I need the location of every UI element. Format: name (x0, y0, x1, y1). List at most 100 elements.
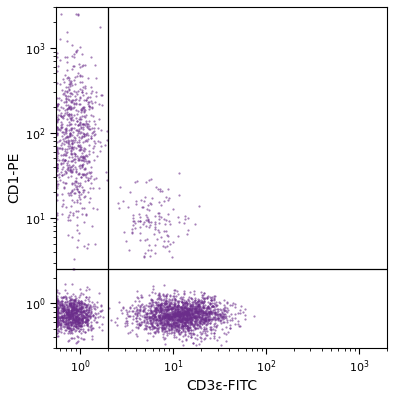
Point (65, 105, 71, 111)
Point (74, 143, 81, 149)
Point (178, 317, 185, 324)
Point (54, 103, 60, 109)
Point (67, 297, 73, 303)
Point (165, 316, 171, 322)
Point (65, 190, 71, 196)
Point (208, 297, 214, 303)
Point (54, 307, 60, 313)
Point (185, 311, 191, 317)
Point (207, 306, 214, 312)
Point (78, 309, 84, 316)
Point (54, 307, 60, 313)
Point (65, 309, 72, 315)
Point (179, 342, 186, 349)
Point (68, 301, 74, 307)
Point (205, 309, 212, 315)
Point (182, 308, 188, 315)
Point (178, 312, 184, 318)
Point (82, 178, 88, 184)
Point (64, 310, 71, 317)
Point (188, 303, 194, 310)
Point (54, 319, 60, 325)
Point (89, 105, 96, 111)
Point (69, 90, 75, 97)
Point (83, 316, 89, 322)
Point (201, 290, 207, 296)
Point (81, 113, 87, 119)
Point (55, 298, 61, 305)
Point (72, 182, 78, 188)
Point (201, 319, 207, 326)
Point (59, 313, 65, 320)
Point (78, 144, 84, 150)
Point (165, 314, 171, 321)
Point (203, 309, 210, 316)
Point (204, 304, 210, 311)
Point (59, 314, 65, 320)
Point (78, 322, 84, 329)
Point (134, 333, 140, 339)
Point (177, 330, 183, 337)
Point (65, 166, 71, 173)
Point (69, 304, 75, 310)
Point (56, 313, 63, 320)
Point (58, 140, 65, 146)
Point (76, 97, 82, 103)
Point (54, 316, 60, 322)
Point (65, 112, 71, 118)
Point (70, 316, 76, 323)
Point (76, 314, 83, 321)
Point (147, 330, 153, 336)
Point (75, 316, 81, 322)
Point (214, 322, 220, 328)
Point (132, 201, 139, 207)
Point (86, 313, 92, 319)
Point (145, 207, 152, 213)
Point (76, 300, 83, 306)
Point (99, 92, 105, 98)
Point (158, 308, 164, 314)
Point (153, 316, 160, 323)
Point (165, 304, 171, 310)
Point (78, 106, 84, 112)
Point (56, 145, 62, 152)
Point (178, 306, 185, 312)
Point (54, 306, 60, 312)
Point (73, 178, 79, 184)
Point (57, 317, 63, 324)
Point (84, 124, 90, 130)
Point (69, 290, 76, 297)
Point (216, 299, 222, 306)
Point (217, 312, 223, 318)
Point (158, 233, 164, 240)
Point (88, 306, 94, 312)
Point (142, 324, 149, 331)
Point (59, 298, 65, 304)
Point (175, 299, 181, 306)
Point (66, 212, 72, 219)
Point (54, 127, 60, 133)
Point (69, 132, 75, 138)
Point (179, 299, 185, 306)
Point (63, 133, 70, 139)
Point (69, 158, 75, 164)
Point (154, 296, 160, 302)
Point (224, 305, 230, 312)
Point (197, 318, 203, 325)
Point (84, 152, 90, 159)
Point (171, 320, 177, 326)
Point (56, 305, 62, 311)
Point (180, 322, 187, 328)
Point (76, 189, 82, 195)
Point (173, 327, 180, 334)
Point (85, 294, 92, 300)
Point (178, 296, 185, 302)
Point (159, 188, 165, 194)
Point (89, 145, 96, 151)
Point (66, 316, 72, 322)
Point (73, 184, 80, 190)
Point (72, 310, 78, 316)
Point (154, 318, 161, 324)
Point (189, 312, 195, 318)
Point (193, 300, 200, 306)
